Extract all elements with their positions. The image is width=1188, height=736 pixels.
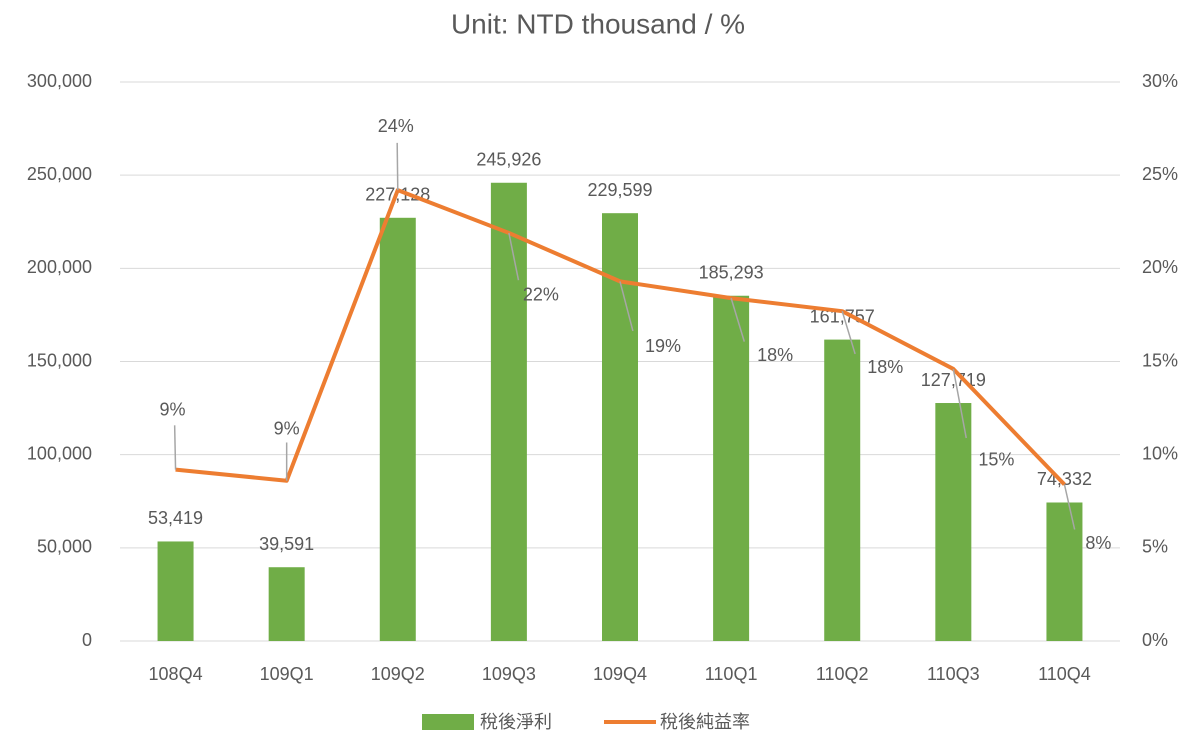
y2-tick-label: 5% — [1142, 537, 1168, 557]
legend-swatch — [422, 714, 474, 730]
x-tick-label: 109Q3 — [482, 664, 536, 684]
leader-line — [173, 425, 177, 470]
line-value-label: 19% — [645, 336, 681, 356]
y-tick-label: 150,000 — [27, 350, 92, 370]
y-tick-label: 200,000 — [27, 257, 92, 277]
leader-line — [1063, 484, 1076, 530]
line-value-label: 22% — [523, 285, 559, 305]
line-value-label: 9% — [274, 419, 300, 439]
leader-line — [952, 368, 967, 439]
y2-tick-label: 15% — [1142, 350, 1178, 370]
leader-line — [841, 310, 856, 355]
bar-value-label: 245,926 — [476, 150, 541, 170]
x-tick-label: 110Q3 — [927, 664, 980, 684]
line-value-label: 18% — [867, 357, 903, 377]
bar — [490, 182, 527, 642]
bar — [713, 295, 750, 641]
line-value-label: 8% — [1085, 533, 1111, 553]
bar — [1046, 502, 1083, 641]
leader-line — [619, 281, 634, 332]
bar — [824, 339, 861, 641]
bar — [935, 403, 972, 641]
leader-line — [396, 142, 399, 191]
bar-value-label: 229,599 — [587, 180, 652, 200]
x-tick-label: 110Q4 — [1038, 664, 1091, 684]
bar-value-label: 39,591 — [259, 534, 314, 554]
x-tick-label: 109Q2 — [371, 664, 425, 684]
line-value-label: 15% — [978, 450, 1014, 470]
line-value-label: 24% — [378, 116, 414, 136]
bar — [268, 567, 305, 641]
line-value-label: 18% — [757, 345, 793, 365]
line-value-label: 9% — [160, 399, 186, 419]
bar-value-label: 53,419 — [148, 508, 203, 528]
y-tick-label: 100,000 — [27, 443, 92, 463]
y2-tick-label: 25% — [1142, 164, 1178, 184]
legend-label: 稅後純益率 — [660, 712, 750, 732]
y-tick-label: 250,000 — [27, 164, 92, 184]
y2-tick-label: 10% — [1142, 443, 1178, 463]
x-tick-label: 109Q4 — [593, 664, 647, 684]
y-tick-label: 300,000 — [27, 71, 92, 91]
bar — [157, 541, 194, 641]
y2-tick-label: 30% — [1142, 71, 1178, 91]
bar-value-label: 74,332 — [1037, 469, 1092, 489]
leader-line — [730, 297, 746, 342]
x-tick-label: 110Q1 — [705, 664, 758, 684]
bar — [379, 217, 416, 641]
y2-tick-label: 20% — [1142, 257, 1178, 277]
legend-label: 稅後淨利 — [480, 712, 552, 732]
x-tick-label: 108Q4 — [149, 664, 203, 684]
y2-tick-label: 0% — [1142, 630, 1168, 650]
y-tick-label: 0 — [82, 630, 92, 650]
leader-line — [508, 232, 520, 281]
x-tick-label: 110Q2 — [816, 664, 869, 684]
y-tick-label: 50,000 — [37, 537, 92, 557]
bar-value-label: 185,293 — [699, 262, 764, 282]
chart-title: Unit: NTD thousand / % — [451, 8, 745, 39]
x-tick-label: 109Q1 — [260, 664, 314, 684]
